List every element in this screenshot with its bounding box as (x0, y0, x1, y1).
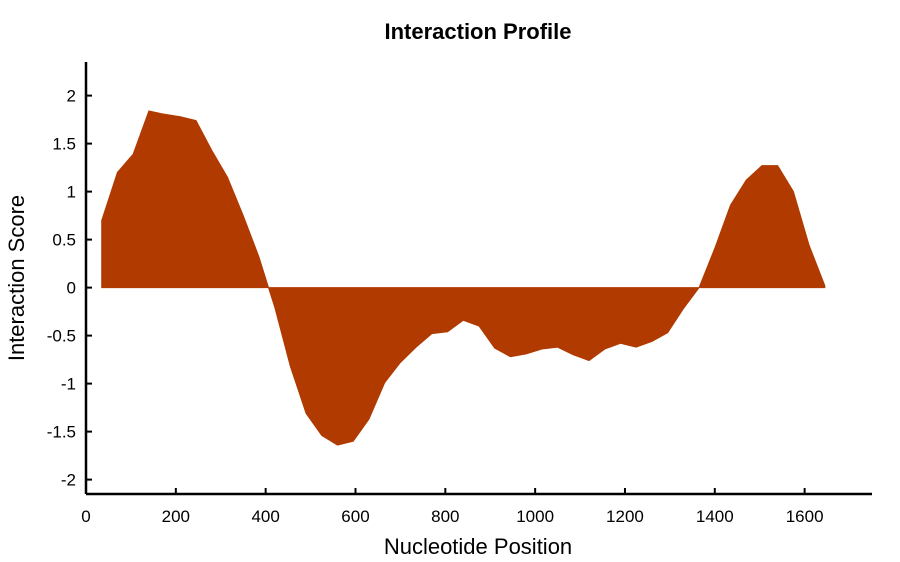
x-axis-label: Nucleotide Position (384, 534, 572, 559)
chart-title: Interaction Profile (384, 19, 571, 44)
y-tick-label: -2 (61, 471, 76, 490)
y-tick-label: 0 (67, 279, 76, 298)
x-tick-label: 1200 (606, 507, 644, 526)
y-tick-label: -0.5 (47, 327, 76, 346)
x-tick-label: 1000 (516, 507, 554, 526)
y-ticks: 2 1.5 1 0.5 0 -0.5 -1 -1.5 -2 (47, 87, 92, 490)
area-layer (101, 110, 826, 446)
x-tick-label: 1400 (696, 507, 734, 526)
x-tick-label: 0 (81, 507, 90, 526)
y-tick-label: 2 (67, 87, 76, 106)
axes (84, 62, 872, 496)
y-tick-label: -1 (61, 375, 76, 394)
y-tick-label: 0.5 (52, 231, 76, 250)
y-tick-label: 1.5 (52, 135, 76, 154)
x-tick-label: 600 (341, 507, 369, 526)
y-axis-label: Interaction Score (4, 195, 29, 361)
x-tick-label: 200 (162, 507, 190, 526)
x-ticks: 0 200 400 600 800 1000 1200 1400 1600 (81, 488, 824, 526)
x-tick-label: 800 (431, 507, 459, 526)
x-tick-label: 1600 (786, 507, 824, 526)
y-tick-label: -1.5 (47, 423, 76, 442)
area-series (101, 110, 826, 446)
y-tick-label: 1 (67, 183, 76, 202)
x-tick-label: 400 (251, 507, 279, 526)
